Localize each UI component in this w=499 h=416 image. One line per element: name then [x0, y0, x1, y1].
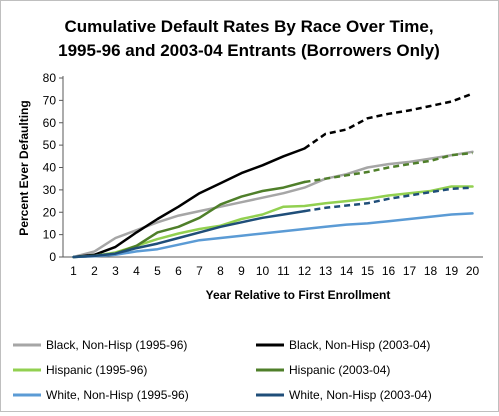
- x-tick-label: 5: [154, 264, 161, 278]
- x-tick-label: 3: [112, 264, 119, 278]
- legend-label-white-non-hisp-1995-96: White, Non-Hisp (1995-96): [46, 388, 189, 402]
- x-tick-label: 18: [424, 264, 438, 278]
- legend-label-hispanic-1995-96: Hispanic (1995-96): [46, 363, 147, 377]
- series-line-dashed-white-non-hisp-2003-04: [304, 186, 473, 213]
- x-tick-label: 4: [133, 264, 140, 278]
- x-tick-label: 8: [217, 264, 224, 278]
- y-tick-label: 20: [43, 205, 57, 219]
- x-tick-label: 2: [91, 264, 98, 278]
- x-tick-label: 1: [70, 264, 77, 278]
- legend-label-black-non-hisp-1995-96: Black, Non-Hisp (1995-96): [46, 338, 187, 352]
- series-line-dashed-hispanic-2003-04: [304, 151, 473, 184]
- legend: Black, Non-Hisp (1995-96) Black, Non-Hisp…: [13, 338, 432, 402]
- axes: [59, 76, 483, 258]
- x-tick-label: 6: [175, 264, 182, 278]
- series-line-black-non-hisp-2003-04: [72, 147, 306, 259]
- chart-title-line-2: 1995-96 and 2003-04 Entrants (Borrowers …: [58, 41, 440, 60]
- series-line-white-non-hisp-1995-96: [72, 212, 474, 259]
- x-tick-label: 9: [238, 264, 245, 278]
- y-axis-label: Percent Ever Defaulting: [17, 100, 31, 235]
- y-tick-label: 70: [43, 93, 57, 107]
- y-tick-label: 10: [43, 228, 57, 242]
- x-tick-label: 10: [256, 264, 270, 278]
- y-tick-label: 0: [49, 250, 56, 264]
- series-line-dashed-black-non-hisp-2003-04: [303, 92, 473, 150]
- x-tick-label: 7: [196, 264, 203, 278]
- x-tick-label: 17: [403, 264, 417, 278]
- x-tick-label: 11: [277, 264, 290, 278]
- y-tick-label: 40: [43, 161, 57, 175]
- series-line-white-non-hisp-2003-04: [72, 209, 306, 259]
- x-axis-label: Year Relative to First Enrollment: [206, 288, 391, 302]
- x-tick-label: 15: [361, 264, 375, 278]
- x-tick-label: 16: [382, 264, 396, 278]
- x-tick-label: 14: [340, 264, 354, 278]
- x-tick-label: 12: [298, 264, 312, 278]
- y-tick-label: 30: [43, 183, 57, 197]
- legend-label-hispanic-2003-04: Hispanic (2003-04): [289, 363, 390, 377]
- x-tick-label: 20: [466, 264, 480, 278]
- x-tick-label: 13: [319, 264, 333, 278]
- y-tick-label: 50: [43, 138, 57, 152]
- x-tick-label: 19: [445, 264, 459, 278]
- series-line-hispanic-2003-04: [72, 180, 306, 259]
- series-lines: [72, 92, 474, 259]
- series-line-black-non-hisp-1995-96: [72, 150, 474, 259]
- y-tick-label: 80: [43, 71, 57, 85]
- legend-label-black-non-hisp-2003-04: Black, Non-Hisp (2003-04): [289, 338, 430, 352]
- y-tick-label: 60: [43, 116, 57, 130]
- legend-label-white-non-hisp-2003-04: White, Non-Hisp (2003-04): [289, 388, 432, 402]
- chart-title-line-1: Cumulative Default Rates By Race Over Ti…: [64, 17, 433, 36]
